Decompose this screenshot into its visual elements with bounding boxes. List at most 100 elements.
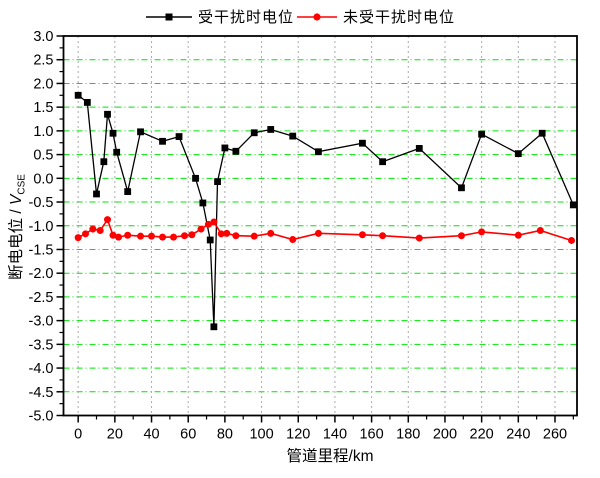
data-point-square (109, 129, 117, 137)
legend-line-circle-icon (297, 12, 337, 21)
y-tick-label: -0.5 (29, 195, 54, 211)
data-point-circle (379, 232, 387, 240)
data-point-square (250, 129, 258, 137)
y-tick-label: 1.0 (33, 124, 53, 140)
data-point-circle (457, 232, 465, 240)
y-tick-label: 3.0 (33, 29, 53, 45)
y-tick-label: -2.0 (29, 266, 54, 282)
legend-label-disturbed: 受干扰时电位 (197, 9, 294, 26)
data-point-circle (223, 229, 231, 237)
y-tick-label: -1.0 (29, 219, 54, 235)
data-point-circle (159, 233, 167, 241)
data-point-circle (358, 231, 366, 239)
data-point-circle (478, 228, 486, 236)
data-point-circle (197, 225, 205, 233)
data-point-circle (567, 236, 575, 244)
x-axis-label: 管道里程/km (287, 447, 374, 465)
data-point-square (199, 199, 207, 207)
data-point-circle (109, 231, 117, 239)
data-point-square (232, 147, 240, 155)
data-point-circle (124, 231, 132, 239)
data-point-square (221, 144, 229, 152)
data-point-circle (204, 220, 212, 228)
data-point-square (289, 132, 297, 140)
x-tick-label: 20 (107, 427, 123, 443)
data-point-circle (314, 229, 322, 237)
x-tick-label: 140 (323, 427, 347, 443)
x-tick-label: 0 (74, 427, 82, 443)
y-tick-label: 2.5 (33, 53, 53, 69)
y-tick-label: 2.0 (33, 76, 53, 92)
data-point-square (124, 188, 132, 195)
y-tick-label: 0.0 (33, 171, 53, 187)
x-tick-label: 220 (470, 427, 494, 443)
y-tick-label: -5.0 (29, 409, 54, 425)
x-tick-label: 260 (543, 427, 567, 443)
data-point-circle (181, 232, 189, 240)
data-point-circle (115, 233, 123, 241)
data-point-circle (137, 232, 145, 240)
y-tick-label: -4.5 (29, 385, 54, 401)
data-point-circle (74, 234, 82, 242)
legend-item-disturbed: 受干扰时电位 (145, 6, 294, 27)
legend-label-undisturbed: 未受干扰时电位 (343, 9, 456, 26)
data-point-circle (217, 230, 225, 238)
x-tick-label: 240 (506, 427, 530, 443)
x-tick-label: 120 (286, 427, 310, 443)
data-point-square (74, 91, 82, 99)
data-point-square (379, 158, 387, 166)
y-tick-label: -2.5 (29, 290, 54, 306)
data-point-circle (188, 231, 196, 239)
data-point-square (113, 148, 121, 156)
x-tick-label: 160 (359, 427, 383, 443)
y-tick-label: -3.5 (29, 337, 54, 353)
data-point-square (569, 201, 577, 209)
data-point-square (267, 126, 275, 133)
x-tick-label: 40 (143, 427, 159, 443)
data-point-square (175, 133, 183, 140)
data-point-circle (82, 230, 90, 238)
data-point-circle (148, 232, 156, 240)
data-point-circle (514, 231, 522, 239)
data-point-square (538, 129, 546, 137)
data-point-circle (536, 226, 544, 234)
y-tick-label: 0.5 (33, 148, 53, 164)
legend-item-undisturbed: 未受干扰时电位 (296, 6, 455, 27)
data-point-circle (250, 232, 258, 240)
y-tick-label: -3.0 (29, 314, 54, 330)
data-point-square (458, 184, 465, 192)
data-point-circle (210, 218, 218, 226)
data-point-circle (415, 234, 423, 242)
data-point-square (214, 178, 221, 186)
data-point-square (514, 150, 522, 158)
x-tick-label: 100 (249, 427, 273, 443)
data-point-square (100, 158, 108, 166)
data-point-square (415, 145, 423, 152)
data-point-circle (104, 216, 112, 224)
data-point-square (83, 99, 91, 106)
x-tick-label: 200 (433, 427, 457, 443)
data-point-circle (267, 229, 275, 237)
data-point-square (315, 148, 322, 156)
y-tick-label: -1.5 (29, 242, 54, 258)
chart-legend: 受干扰时电位 未受干扰时电位 (0, 6, 600, 27)
data-point-square (206, 236, 214, 244)
data-point-circle (170, 233, 178, 241)
data-point-square (210, 323, 218, 331)
data-point-square (159, 137, 166, 145)
y-tick-label: 1.5 (33, 100, 53, 116)
x-tick-label: 60 (180, 427, 196, 443)
data-point-square (104, 110, 111, 118)
legend-line-square-icon (145, 13, 192, 20)
data-point-square (192, 174, 199, 182)
data-point-square (137, 128, 144, 136)
data-point-square (359, 139, 366, 147)
y-tick-label: -4.0 (29, 361, 54, 377)
data-point-circle (289, 236, 297, 244)
x-tick-label: 80 (217, 427, 233, 443)
x-tick-label: 180 (396, 427, 420, 443)
data-point-square (478, 130, 486, 138)
data-point-circle (232, 232, 240, 240)
